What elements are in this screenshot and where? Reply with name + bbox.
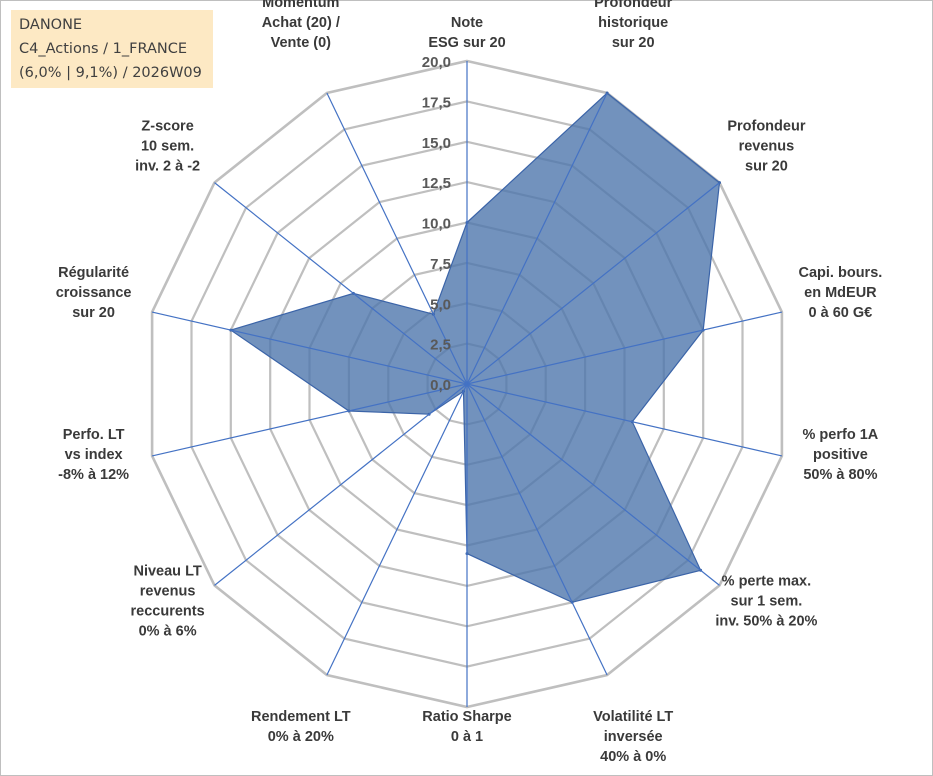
tick-label: 2,5	[430, 337, 451, 354]
axis-label-line: Profondeur	[727, 118, 805, 134]
spoke-6	[466, 383, 608, 676]
info-box: DANONE C4_Actions / 1_FRANCE (6,0% | 9,1…	[11, 10, 213, 88]
tick-label: 5,0	[430, 296, 451, 313]
axis-label-10: Perfo. LT vs index -8% à 12%	[58, 427, 129, 483]
axis-label-line: Perfo. LT	[63, 427, 125, 443]
tick-label: 20,0	[422, 54, 451, 71]
axis-label-line: Rendement LT	[251, 709, 351, 725]
axis-label-1: Profondeur historique sur 20	[594, 0, 672, 51]
spoke-12	[214, 182, 468, 385]
axis-label-line: Volatilité LT	[593, 709, 673, 725]
series-area	[229, 92, 721, 603]
axis-label-line: 0% à 6%	[139, 624, 197, 640]
axis-label-7: Ratio Sharpe 0 à 1	[422, 709, 511, 745]
axis-label-line: Capi. bours.	[799, 265, 883, 281]
axis-label-line: 0% à 20%	[268, 729, 334, 745]
spoke-4	[466, 383, 783, 457]
axis-label-line: Achat (20) /	[262, 15, 340, 31]
axis-labels: Note ESG sur 20 Profondeur historique sur 20…	[56, 0, 883, 765]
tick-label: 10,0	[422, 216, 451, 233]
axis-label-line: positive	[813, 447, 868, 463]
axis-label-2: Profondeur revenus sur 20	[727, 118, 805, 174]
axis-label-line: ESG sur 20	[428, 35, 505, 51]
axis-label-line: revenus	[140, 584, 196, 600]
tick-label: 12,5	[422, 175, 451, 192]
axis-label-line: sur 20	[72, 305, 115, 321]
spoke-2	[466, 182, 720, 385]
axis-label-0: Note ESG sur 20	[428, 15, 505, 51]
axis-label-line: reccurents	[131, 604, 205, 620]
axis-label-line: croissance	[56, 285, 132, 301]
axis-label-line: Niveau LT	[133, 564, 201, 580]
axis-label-line: en MdEUR	[804, 285, 877, 301]
axis-label-line: vs index	[65, 447, 123, 463]
axis-label-line: % perte max.	[722, 574, 811, 590]
spoke-5	[466, 383, 720, 586]
axis-label-line: sur 20	[612, 35, 655, 51]
axis-label-line: sur 1 sem.	[731, 594, 803, 610]
axis-label-line: inversée	[604, 729, 663, 745]
axis-label-line: 10 sem.	[141, 138, 194, 154]
axis-label-11: Régularité croissance sur 20	[56, 265, 132, 321]
axis-label-line: 50% à 80%	[803, 467, 877, 483]
axis-label-line: Profondeur	[594, 0, 672, 11]
spoke-9	[214, 383, 468, 586]
tick-label: 17,5	[422, 94, 451, 111]
axis-label-line: Vente (0)	[271, 35, 332, 51]
spoke-10	[151, 383, 468, 457]
axis-label-4: % perfo 1A positive 50% à 80%	[803, 427, 879, 483]
axis-label-3: Capi. bours. en MdEUR 0 à 60 G€	[799, 265, 883, 321]
axis-label-line: 40% à 0%	[600, 749, 666, 765]
axis-label-line: inv. 50% à 20%	[715, 614, 817, 630]
tick-label: 0,0	[430, 377, 451, 394]
axis-label-line: -8% à 12%	[58, 467, 129, 483]
axis-label-line: inv. 2 à -2	[135, 158, 200, 174]
axis-label-line: Z-score	[141, 118, 193, 134]
axis-label-line: % perfo 1A	[803, 427, 879, 443]
spoke-11	[151, 311, 468, 385]
axis-label-8: Rendement LT 0% à 20%	[251, 709, 351, 745]
axis-label-line: Note	[451, 15, 483, 31]
axis-label-line: revenus	[739, 138, 795, 154]
axis-label-line: 0 à 1	[451, 729, 483, 745]
axis-label-line: historique	[598, 15, 668, 31]
spoke-13	[326, 92, 468, 385]
axis-label-line: Ratio Sharpe	[422, 709, 511, 725]
axis-label-12: Z-score 10 sem. inv. 2 à -2	[135, 118, 200, 174]
tick-label: 7,5	[430, 256, 451, 273]
axis-label-13: Momentum Achat (20) / Vente (0)	[262, 0, 340, 51]
spoke-1	[466, 92, 608, 385]
axis-label-line: Régularité	[58, 265, 129, 281]
axis-label-6: Volatilité LT inversée 40% à 0%	[593, 709, 673, 765]
axis-label-line: Momentum	[262, 0, 339, 11]
series-layer	[151, 61, 783, 707]
axis-label-5: % perte max. sur 1 sem. inv. 50% à 20%	[715, 574, 817, 630]
axis-label-line: 0 à 60 G€	[809, 305, 873, 321]
info-stats: (6,0% | 9,1%) / 2026W09	[19, 65, 202, 81]
spoke-3	[466, 311, 783, 385]
axis-label-9: Niveau LT revenus reccurents 0% à 6%	[131, 564, 205, 640]
info-company: DANONE	[19, 17, 83, 33]
info-portfolio: C4_Actions / 1_FRANCE	[19, 41, 188, 57]
axis-label-line: sur 20	[745, 158, 788, 174]
radial-ticks: 0,0 2,5 5,0 7,5 10,0 12,5 15,0 17,5 20,0	[422, 54, 451, 394]
tick-label: 15,0	[422, 135, 451, 152]
spoke-8	[326, 383, 468, 676]
